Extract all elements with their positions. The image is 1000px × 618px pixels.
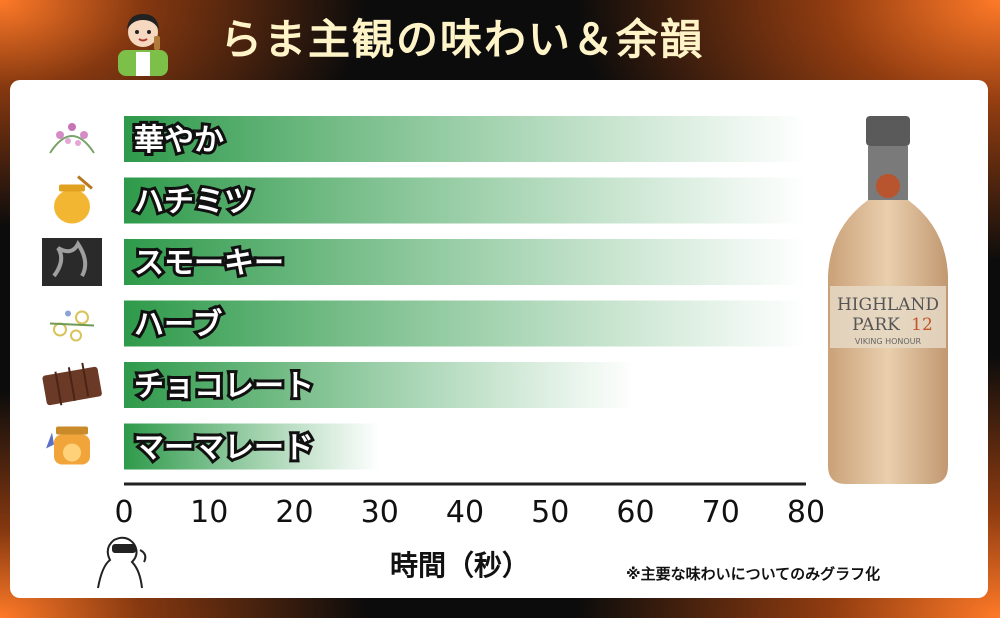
x-tick-label-2: 20: [275, 495, 313, 530]
bar-4: [124, 362, 636, 408]
thinking-person-icon: [97, 536, 147, 589]
heather-flower-icon: [49, 123, 95, 154]
bar-1: [124, 177, 806, 224]
whisky-bottle-image: HIGHLAND PARK 12 VIKING HONOUR: [828, 116, 948, 484]
x-tick-label-5: 50: [531, 495, 569, 530]
bottle-label-line3: VIKING HONOUR: [855, 337, 922, 346]
avatar-icon: [118, 14, 168, 76]
bar-3: [124, 300, 806, 347]
bottle-label-line1: HIGHLAND: [837, 295, 939, 315]
smoke-icon: [42, 238, 102, 286]
bar-2: [124, 239, 806, 285]
chocolate-icon: [42, 362, 102, 406]
x-tick-label-1: 10: [190, 495, 228, 530]
x-tick-label-4: 40: [446, 495, 484, 530]
bar-label-1: ハチミツ: [134, 185, 254, 220]
bottle-label-age: 12: [911, 315, 933, 335]
bottle-label-line2: PARK: [852, 315, 900, 335]
bar-label-3: ハーブ: [134, 308, 222, 343]
bar-label-2: スモーキー: [134, 246, 284, 281]
marmalade-jar-icon: [46, 426, 90, 465]
bar-label-4: チョコレート: [134, 369, 314, 404]
x-tick-label-8: 80: [787, 495, 825, 530]
x-tick-label-0: 0: [114, 495, 133, 530]
honey-jar-icon: [54, 175, 93, 224]
bar-label-0: 華やか: [134, 123, 224, 158]
x-tick-label-3: 30: [361, 495, 399, 530]
page-title: らま主観の味わい＆余韻: [220, 15, 705, 64]
x-tick-label-6: 60: [616, 495, 654, 530]
bar-label-5: マーマレード: [134, 431, 314, 466]
x-axis-title: 時間（秒）: [390, 549, 531, 582]
footnote: ※主要な味わいについてのみグラフ化: [626, 565, 881, 583]
bar-0: [124, 116, 806, 162]
herb-flowers-icon: [49, 310, 95, 342]
bar-5: [124, 423, 380, 470]
x-tick-label-7: 70: [702, 495, 740, 530]
